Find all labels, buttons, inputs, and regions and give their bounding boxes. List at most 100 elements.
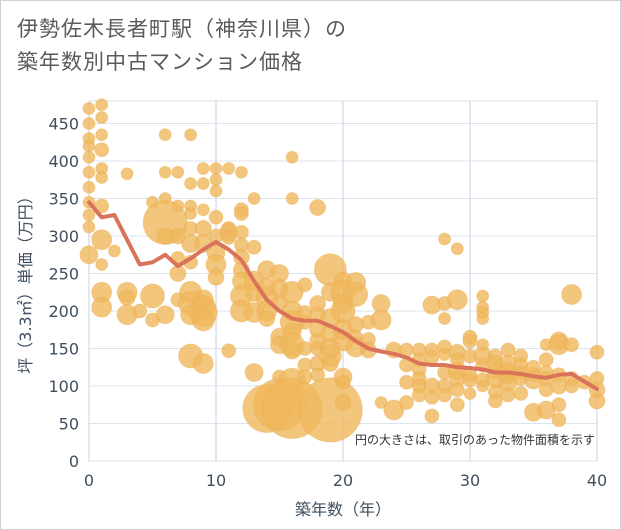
data-point — [79, 245, 99, 265]
data-point — [82, 208, 96, 222]
data-point — [196, 162, 210, 175]
data-point — [564, 378, 580, 394]
y-tick-label: 250 — [48, 265, 79, 284]
data-point — [158, 165, 172, 179]
data-point — [374, 396, 388, 409]
data-point — [476, 312, 490, 325]
data-point — [500, 387, 516, 403]
data-point — [221, 343, 237, 359]
data-point — [82, 139, 96, 153]
data-point — [94, 142, 110, 158]
y-tick-label: 0 — [69, 452, 79, 471]
data-point — [321, 355, 339, 372]
data-point — [437, 387, 453, 403]
y-tick-label: 200 — [48, 302, 79, 321]
title-line-2: 築年数別中古マンション価格 — [17, 50, 303, 74]
data-point — [91, 296, 113, 318]
x-tick-label: 40 — [587, 471, 607, 490]
data-point — [82, 165, 96, 179]
data-point — [424, 389, 440, 405]
data-point — [184, 177, 198, 190]
data-point — [450, 242, 464, 256]
data-point — [247, 192, 261, 205]
y-axis-title: 坪（3.3㎡）単価（万円） — [16, 188, 35, 373]
data-point — [208, 209, 224, 225]
data-point — [209, 184, 223, 198]
data-point — [462, 333, 478, 349]
data-point — [171, 199, 185, 213]
data-point — [588, 392, 606, 410]
y-tick-label: 300 — [48, 227, 79, 246]
data-point — [95, 128, 109, 142]
data-point — [221, 230, 237, 245]
data-point — [399, 374, 414, 390]
data-point — [184, 128, 198, 142]
y-tick-label: 100 — [48, 377, 79, 396]
data-point — [196, 203, 210, 217]
data-point — [107, 244, 121, 258]
data-point — [285, 150, 299, 164]
data-point — [95, 258, 109, 271]
data-point — [309, 199, 327, 216]
data-point — [343, 282, 369, 307]
data-point — [551, 412, 567, 428]
data-point — [244, 363, 264, 382]
data-point — [462, 372, 478, 388]
data-point — [196, 177, 210, 190]
data-point — [82, 220, 96, 234]
size-legend-note: 円の大きさは、取引のあった物件面積を示す — [355, 432, 595, 447]
data-point — [95, 171, 109, 184]
y-tick-label: 400 — [48, 152, 79, 171]
data-point — [246, 239, 262, 255]
data-point — [209, 173, 223, 187]
title-line-1: 伊勢佐木長者町駅（神奈川県）の — [17, 17, 347, 41]
data-point — [82, 117, 96, 130]
data-point — [95, 98, 109, 112]
data-point — [192, 353, 214, 374]
data-point — [411, 387, 427, 403]
y-tick-label: 350 — [48, 190, 79, 209]
data-point — [82, 102, 96, 115]
data-point — [424, 350, 440, 365]
data-point — [158, 128, 172, 142]
data-point — [438, 348, 452, 361]
data-point — [233, 224, 249, 240]
data-point — [191, 308, 215, 332]
data-point — [82, 180, 96, 194]
data-point — [449, 397, 465, 413]
data-point — [118, 289, 136, 306]
average-price-line — [87, 200, 599, 391]
data-point — [561, 284, 583, 305]
x-tick-label: 30 — [460, 471, 480, 490]
data-point — [95, 111, 109, 124]
data-point — [297, 377, 363, 443]
data-point — [589, 344, 605, 360]
data-point — [82, 150, 96, 164]
y-tick-label: 150 — [48, 340, 79, 359]
data-point — [449, 382, 465, 398]
data-point — [222, 162, 236, 175]
data-point — [155, 305, 175, 325]
data-point — [207, 268, 225, 286]
data-point — [487, 393, 503, 409]
data-point — [399, 395, 414, 410]
data-point — [424, 408, 440, 424]
chart-title: 伊勢佐木長者町駅（神奈川県）の 築年数別中古マンション価格 — [17, 13, 347, 79]
data-point — [91, 229, 113, 251]
data-point — [171, 165, 185, 179]
data-point — [297, 277, 313, 293]
data-point — [334, 394, 352, 411]
data-point — [258, 310, 276, 327]
x-tick-label: 10 — [206, 471, 226, 490]
data-point — [438, 232, 452, 246]
data-point — [335, 374, 351, 390]
x-tick-label: 0 — [84, 471, 94, 490]
data-point — [564, 337, 580, 353]
data-point — [285, 192, 299, 205]
data-point — [538, 352, 554, 368]
data-point — [120, 167, 134, 181]
data-point — [383, 399, 405, 421]
data-point — [140, 283, 165, 309]
